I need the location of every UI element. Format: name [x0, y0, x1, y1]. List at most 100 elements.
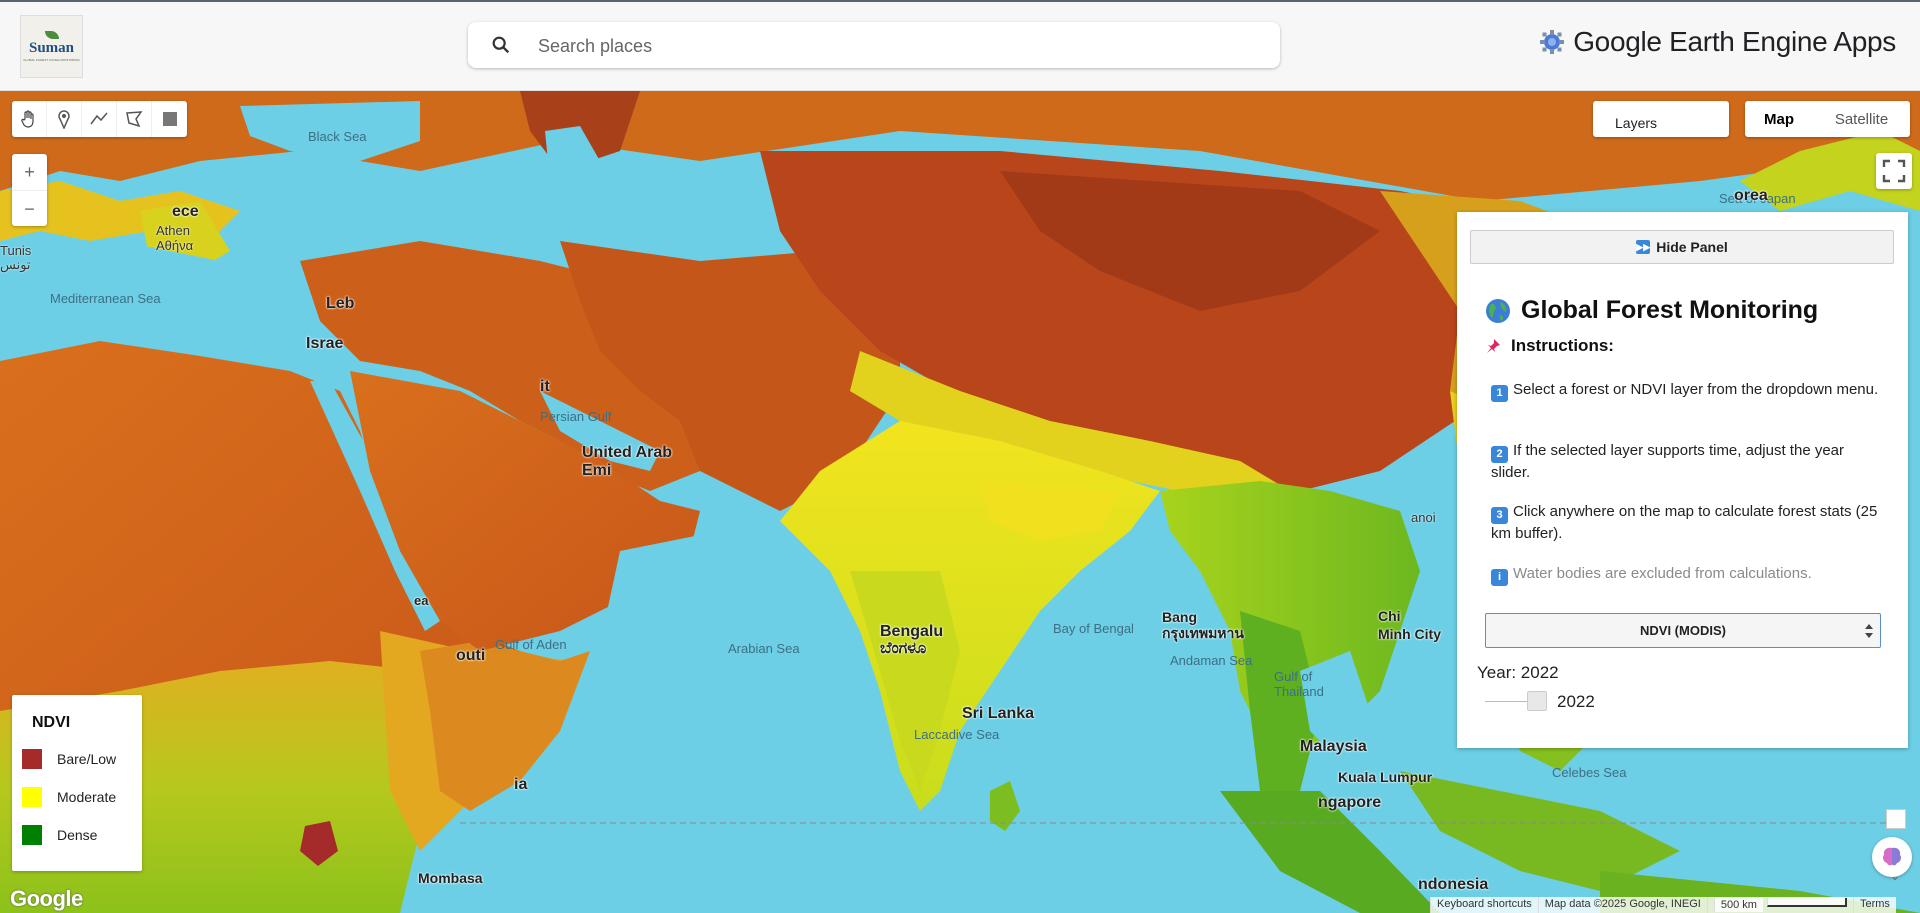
app-logo[interactable]: Suman GLOBAL FOREST COVER MONITORING [20, 15, 83, 78]
year-label: Year: 2022 [1477, 663, 1559, 682]
map-label: ece [172, 203, 199, 220]
legend-item: Bare/Low [22, 749, 116, 769]
legend-label: Bare/Low [57, 751, 117, 767]
fullscreen-icon [1882, 159, 1906, 183]
terms-link[interactable]: Terms [1852, 897, 1896, 913]
layers-button[interactable]: Layers [1593, 101, 1729, 137]
fullscreen-button[interactable] [1876, 153, 1912, 189]
map-label: Sea of Japan [1719, 191, 1796, 206]
map-label: ngapore [1318, 794, 1382, 811]
earth-engine-icon [1540, 30, 1565, 54]
polygon-tool[interactable] [117, 101, 152, 137]
logo-subtext: GLOBAL FOREST COVER MONITORING [23, 58, 80, 62]
legend-swatch-moderate [22, 787, 42, 807]
map-label: Malaysia [1300, 738, 1367, 755]
note-text: Water bodies are excluded from calculati… [1513, 565, 1812, 582]
search-input[interactable] [536, 22, 1260, 70]
map-label: Bay of Bengal [1053, 621, 1134, 636]
zoom-out-button[interactable]: − [24, 198, 35, 219]
legend-swatch-bare [22, 749, 42, 769]
map-control-square[interactable] [1886, 809, 1906, 829]
pin-icon [58, 110, 70, 129]
layer-select[interactable]: NDVI (MODIS) [1485, 613, 1881, 648]
map-label: Kuala Lumpur [1338, 769, 1433, 785]
pan-hand-tool[interactable] [12, 101, 47, 137]
app-header: Suman GLOBAL FOREST COVER MONITORING Goo… [0, 2, 1920, 91]
info-icon: i [1491, 569, 1508, 586]
search-icon [492, 36, 510, 54]
legend-title: NDVI [32, 714, 71, 731]
scale-indicator[interactable]: 500 km [1706, 897, 1853, 913]
step-text: If the selected layer supports time, adj… [1491, 442, 1845, 481]
hand-icon [21, 110, 34, 128]
map-label: Gulf of Thailand [1274, 669, 1324, 699]
map-label: Laccadive Sea [914, 727, 1000, 742]
rectangle-tool[interactable] [152, 101, 187, 137]
polyline-icon [90, 112, 108, 125]
brand[interactable]: Google Earth Engine Apps [1539, 26, 1896, 58]
instruction-step-1: 1 Select a forest or NDVI layer from the … [1491, 380, 1881, 402]
map-label: Bang กรุงเทพมหาน [1162, 609, 1244, 641]
zoom-in-button[interactable]: + [12, 154, 47, 191]
window-top-border [0, 0, 1920, 2]
map-label: orea [1734, 187, 1768, 204]
line-tool[interactable] [82, 101, 117, 137]
step-text: Select a forest or NDVI layer from the d… [1513, 381, 1879, 398]
brain-icon [1883, 847, 1901, 866]
assistant-button[interactable] [1872, 837, 1912, 877]
year-slider-track[interactable] [1485, 701, 1533, 702]
legend-label: Dense [57, 827, 98, 843]
panel-title-text: Global Forest Monitoring [1521, 296, 1819, 324]
marker-tool[interactable] [47, 101, 82, 137]
map-label: United Arab Emi [582, 444, 673, 479]
pushpin-icon [1487, 339, 1500, 353]
instruction-step-3: 3 Click anywhere on the map to calculate … [1491, 502, 1881, 543]
instructions-title: Instructions: [1511, 336, 1614, 355]
leaf-icon [44, 31, 59, 39]
map-label: ea [414, 593, 429, 608]
map-label: Leb [326, 295, 355, 312]
year-slider-handle[interactable] [1527, 691, 1547, 711]
map-label: Arabian Sea [728, 641, 800, 656]
map-type-control: Map Satellite [1745, 101, 1910, 137]
map-label: Celebes Sea [1552, 765, 1627, 780]
keycap-1-icon: 1 [1491, 385, 1508, 402]
brand-text: Google Earth Engine Apps [1573, 26, 1896, 57]
select-arrows-icon [1865, 624, 1873, 638]
map-label: Persian Gulf [540, 409, 612, 424]
drawing-toolbar [12, 101, 187, 137]
map-label: Black Sea [308, 129, 367, 144]
map-label: Sri Lanka [962, 705, 1035, 722]
search-box[interactable] [468, 22, 1280, 70]
chevron-down-icon[interactable]: ⌄ [1890, 869, 1901, 883]
instruction-note: i Water bodies are excluded from calculat… [1491, 564, 1881, 586]
map-type-satellite-button[interactable]: Satellite [1834, 110, 1889, 128]
zoom-controls: + − [12, 154, 47, 226]
globe-icon [1486, 298, 1510, 323]
map-label: Israe [306, 335, 344, 352]
layer-select-value: NDVI (MODIS) [1640, 623, 1726, 638]
legend-item: Moderate [22, 787, 116, 807]
instructions-heading: Instructions: [1485, 336, 1614, 356]
legend-swatch-dense [22, 825, 42, 845]
legend-item: Dense [22, 825, 97, 845]
scale-label: 500 km [1713, 898, 1763, 912]
hide-panel-label: Hide Panel [1656, 239, 1728, 255]
map-data-credit: Map data ©2025 Google, INEGI [1537, 897, 1707, 913]
ndvi-legend: NDVI Bare/Low Moderate Dense [12, 695, 142, 871]
map-type-map-button[interactable]: Map [1764, 110, 1794, 128]
fast-forward-icon: ▶▶ [1636, 240, 1651, 254]
hide-panel-button[interactable]: ▶▶ Hide Panel [1470, 230, 1894, 264]
keyboard-shortcuts-link[interactable]: Keyboard shortcuts [1430, 897, 1538, 913]
panel-title: Global Forest Monitoring [1485, 296, 1818, 325]
year-slider-value: 2022 [1557, 692, 1595, 711]
map-label: anoi [1411, 510, 1436, 525]
map-canvas[interactable]: Black Sea Mediterranean Sea Arabian Sea … [0, 91, 1920, 913]
rectangle-icon [162, 112, 177, 126]
map-label: Andaman Sea [1170, 653, 1253, 668]
google-logo: Google [10, 886, 83, 911]
map-label: Athen Αθήνα [156, 223, 194, 253]
map-label: Mombasa [418, 870, 483, 886]
control-panel: ▶▶ Hide Panel Global Forest Monitoring I… [1457, 212, 1908, 748]
polygon-icon [126, 111, 143, 128]
